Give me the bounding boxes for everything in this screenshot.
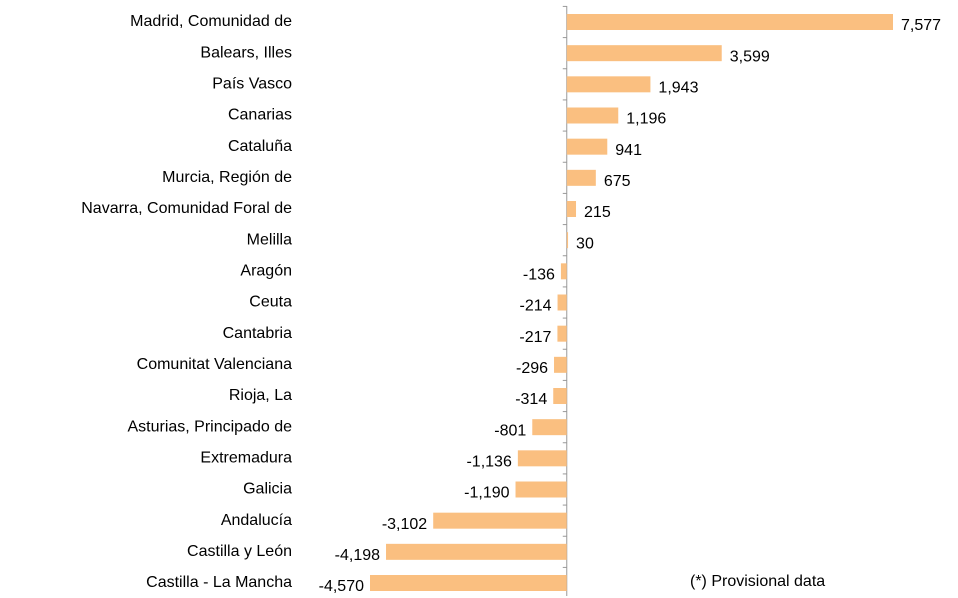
bar [433,512,567,529]
value-label: 215 [584,204,611,221]
value-label: 675 [604,173,631,190]
bar [557,294,567,311]
category-label: Canarias [228,107,292,124]
value-label: 3,599 [730,48,770,65]
bar [566,169,596,186]
bar [566,76,651,93]
bar [515,481,567,498]
value-label: 7,577 [901,17,941,34]
value-label: -217 [519,329,551,346]
category-label: Rioja, La [229,387,292,404]
value-label: -314 [515,391,547,408]
category-label: Castilla y León [187,543,292,560]
bar [566,201,577,217]
bar [553,388,567,404]
bar [566,14,893,30]
value-label: 941 [615,142,642,159]
value-label: -801 [494,422,526,439]
category-label: Balears, Illes [200,44,292,61]
category-label: Cantabria [223,325,292,342]
value-label: 1,943 [658,80,698,97]
value-label: -3,102 [382,516,427,533]
category-label: Murcia, Región de [162,169,292,186]
category-label: Melilla [247,231,292,248]
bar [566,138,608,155]
value-label: -214 [520,298,552,315]
annotation: (*) Provisional data [690,573,825,590]
bar [554,356,567,373]
value-label: -1,136 [466,454,511,471]
bar [566,107,619,124]
category-label: Extremadura [200,450,292,467]
category-label: País Vasco [212,76,292,93]
value-label: -4,198 [335,547,380,564]
bar [386,543,567,560]
category-label: Cataluña [228,138,292,155]
category-label: Ceuta [249,294,292,311]
bar [517,450,567,467]
category-label: Castilla - La Mancha [146,574,292,591]
category-label: Aragón [240,263,292,280]
bar [370,575,567,591]
value-label: 1,196 [626,111,666,128]
bar [560,263,567,280]
value-label: -296 [516,360,548,377]
category-label: Asturias, Principado de [127,418,292,435]
category-label: Galicia [243,481,292,498]
category-label: Navarra, Comunidad Foral de [81,200,292,217]
value-label: -1,190 [464,485,509,502]
category-label: Comunitat Valenciana [137,356,292,373]
category-label: Andalucía [221,512,292,529]
bar [566,45,722,62]
value-label: 30 [576,235,594,252]
bar [566,232,569,249]
value-label: -4,570 [319,578,364,595]
value-label: -136 [523,267,555,284]
bar [557,325,567,342]
bar [532,419,567,436]
category-label: Madrid, Comunidad de [130,13,292,30]
